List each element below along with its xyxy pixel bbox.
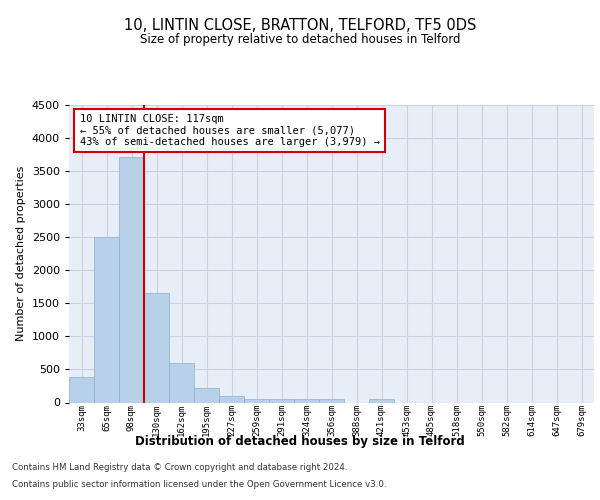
Bar xyxy=(244,399,269,402)
Text: Contains public sector information licensed under the Open Government Licence v3: Contains public sector information licen… xyxy=(12,480,386,489)
Bar xyxy=(319,399,344,402)
Bar xyxy=(169,364,194,403)
Bar xyxy=(144,294,169,403)
Text: 10, LINTIN CLOSE, BRATTON, TELFORD, TF5 0DS: 10, LINTIN CLOSE, BRATTON, TELFORD, TF5 … xyxy=(124,18,476,32)
Bar xyxy=(269,399,294,402)
Bar xyxy=(94,237,119,402)
Bar xyxy=(69,378,94,402)
Bar xyxy=(294,399,319,402)
Bar xyxy=(369,399,394,402)
Text: Contains HM Land Registry data © Crown copyright and database right 2024.: Contains HM Land Registry data © Crown c… xyxy=(12,462,347,471)
Bar xyxy=(219,396,244,402)
Bar xyxy=(194,388,219,402)
Text: 10 LINTIN CLOSE: 117sqm
← 55% of detached houses are smaller (5,077)
43% of semi: 10 LINTIN CLOSE: 117sqm ← 55% of detache… xyxy=(79,114,380,147)
Bar xyxy=(119,156,144,402)
Y-axis label: Number of detached properties: Number of detached properties xyxy=(16,166,26,342)
Text: Size of property relative to detached houses in Telford: Size of property relative to detached ho… xyxy=(140,32,460,46)
Text: Distribution of detached houses by size in Telford: Distribution of detached houses by size … xyxy=(135,435,465,448)
